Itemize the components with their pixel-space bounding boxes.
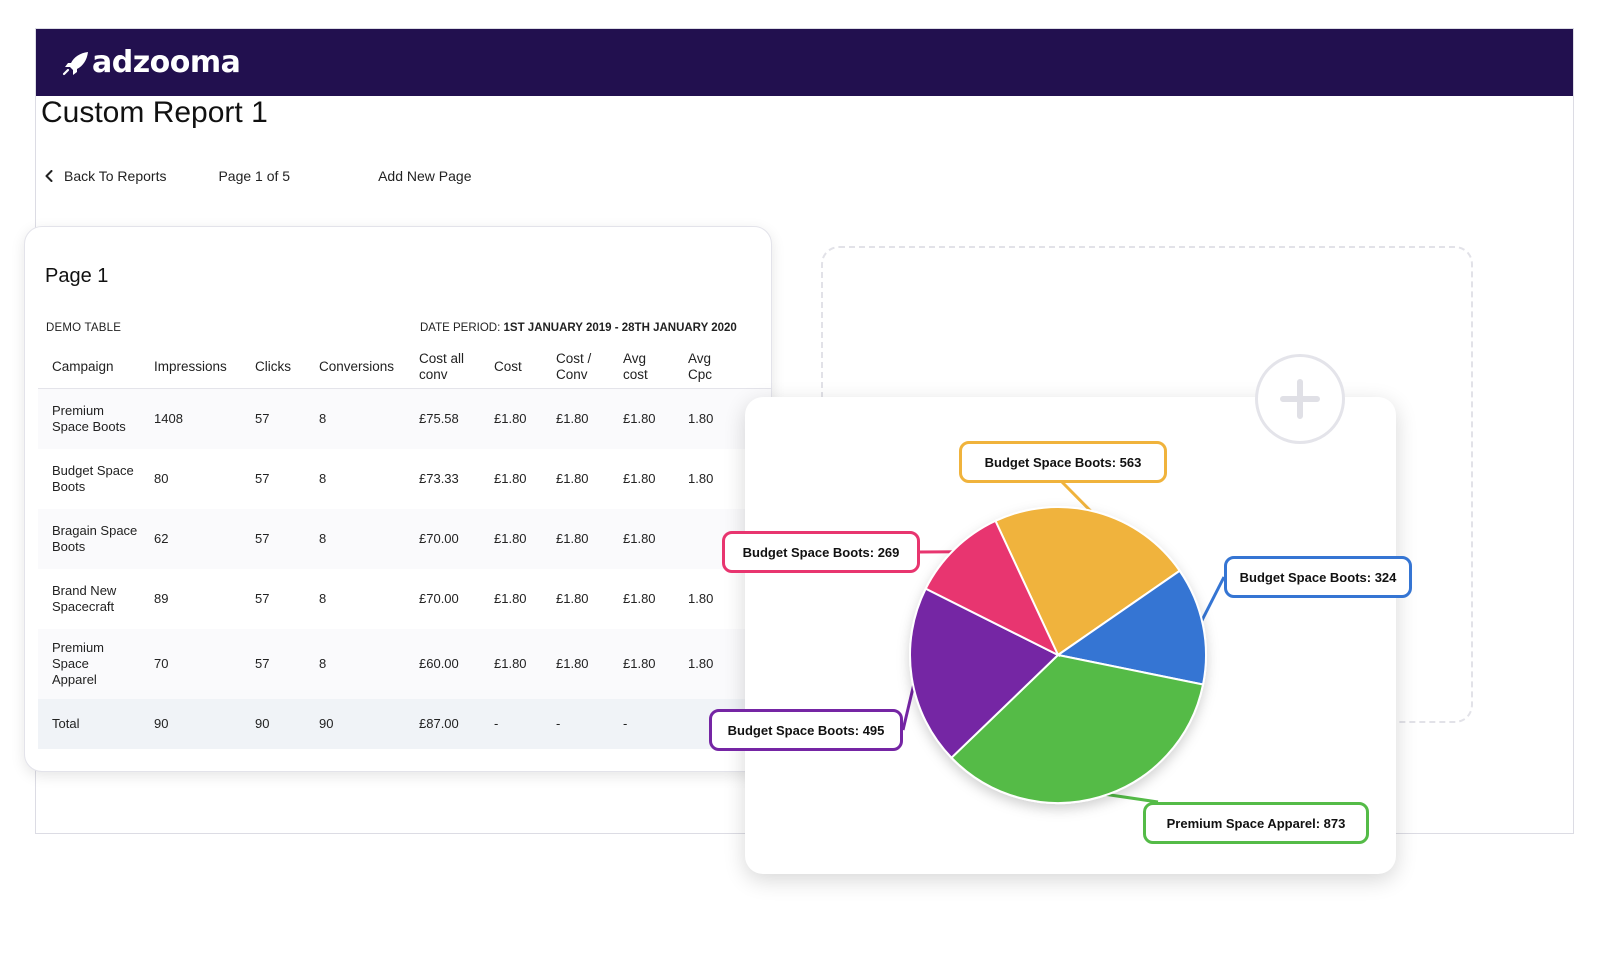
pie-slice[interactable] <box>924 519 1061 658</box>
column-header[interactable]: Cost all conv <box>419 350 465 382</box>
total-cost-all-conv: £87.00 <box>419 716 459 731</box>
table-label: DEMO TABLE <box>46 322 122 334</box>
table-row[interactable]: Premium Space Apparel 70 57 8 £60.00 £1.… <box>38 629 771 699</box>
add-new-page-link[interactable]: Add New Page <box>378 168 472 184</box>
impressions-cell: 62 <box>154 531 169 546</box>
date-period-label: DATE PERIOD: <box>420 322 501 334</box>
table-header-row: Campaign Impressions Clicks Conversions … <box>38 345 771 389</box>
campaign-cell: Budget Space Boots <box>52 463 134 494</box>
column-header[interactable]: Avg Cpc <box>688 350 713 382</box>
cost-cell: £1.80 <box>494 531 527 546</box>
column-header[interactable]: Avg cost <box>623 350 648 382</box>
table-row[interactable]: Budget Space Boots 80 57 8 £73.33 £1.80 … <box>38 449 771 509</box>
conversions-cell: 8 <box>319 471 327 486</box>
avg-cpc-cell: 1.80 <box>688 471 714 486</box>
campaign-cell: Premium Space Apparel <box>52 640 105 687</box>
total-label: Total <box>52 716 80 731</box>
table-row[interactable]: Brand New Spacecraft 89 57 8 £70.00 £1.8… <box>38 569 771 629</box>
impressions-cell: 89 <box>154 591 169 606</box>
clicks-cell: 57 <box>255 591 270 606</box>
avg-cost-cell: £1.80 <box>623 531 656 546</box>
cost-cell: £1.80 <box>494 591 527 606</box>
conversions-cell: 8 <box>319 531 327 546</box>
rocket-icon <box>62 51 88 75</box>
avg-cost-cell: £1.80 <box>623 591 656 606</box>
total-avg-cost: - <box>623 716 628 731</box>
impressions-cell: 70 <box>154 656 169 671</box>
cost-cell: £1.80 <box>494 411 527 426</box>
total-conversions: 90 <box>319 716 334 731</box>
chevron-left-icon <box>45 170 53 182</box>
clicks-cell: 57 <box>255 656 270 671</box>
pie-slice[interactable] <box>909 587 1060 760</box>
date-period-value: 1ST JANUARY 2019 - 28TH JANUARY 2020 <box>503 322 737 334</box>
cost-per-conv-cell: £1.80 <box>556 656 589 671</box>
brand-name: adzooma <box>92 45 241 80</box>
column-header[interactable]: Cost / Conv <box>556 350 592 382</box>
total-cost-per-conv: - <box>556 716 561 731</box>
avg-cost-cell: £1.80 <box>623 471 656 486</box>
column-header[interactable]: Campaign <box>52 358 114 374</box>
avg-cpc-cell: 1.80 <box>688 411 714 426</box>
pie-slice[interactable] <box>950 653 1205 804</box>
campaign-cell: Brand New Spacecraft <box>52 583 117 614</box>
back-to-reports-label: Back To Reports <box>64 168 167 184</box>
conversions-cell: 8 <box>319 411 327 426</box>
cost-cell: £1.80 <box>494 656 527 671</box>
cost-per-conv-cell: £1.80 <box>556 591 589 606</box>
table-row[interactable]: Bragain Space Boots 62 57 8 £70.00 £1.80… <box>38 509 771 569</box>
campaign-cell: Bragain Space Boots <box>52 523 138 554</box>
page-title: Custom Report 1 <box>41 96 268 129</box>
add-widget-button[interactable] <box>1255 354 1345 444</box>
date-period: DATE PERIOD: 1ST JANUARY 2019 - 28TH JAN… <box>420 322 737 334</box>
cost-per-conv-cell: £1.80 <box>556 531 589 546</box>
avg-cost-cell: £1.80 <box>623 656 656 671</box>
cost-all-conv-cell: £70.00 <box>419 591 459 606</box>
pie-slice-label: Budget Space Boots: 563 <box>959 441 1167 483</box>
column-header[interactable]: Clicks <box>255 358 291 374</box>
impressions-cell: 80 <box>154 471 169 486</box>
pie-slice-label: Premium Space Apparel: 873 <box>1143 802 1369 844</box>
avg-cpc-cell: 1.80 <box>688 591 714 606</box>
card-title: Page 1 <box>45 265 109 287</box>
plus-icon <box>1280 379 1320 419</box>
cost-per-conv-cell: £1.80 <box>556 411 589 426</box>
column-header[interactable]: Conversions <box>319 358 395 374</box>
conversions-cell: 8 <box>319 656 327 671</box>
top-bar: adzooma <box>36 29 1573 96</box>
table-row[interactable]: Premium Space Boots 1408 57 8 £75.58 £1.… <box>38 389 771 449</box>
column-header[interactable]: Impressions <box>154 358 227 374</box>
clicks-cell: 57 <box>255 531 270 546</box>
page-count: Page 1 of 5 <box>218 168 291 184</box>
total-impressions: 90 <box>154 716 169 731</box>
column-header[interactable]: Cost <box>494 358 522 374</box>
cost-all-conv-cell: £73.33 <box>419 471 459 486</box>
conversions-cell: 8 <box>319 591 327 606</box>
avg-cost-cell: £1.80 <box>623 411 656 426</box>
cost-all-conv-cell: £60.00 <box>419 656 459 671</box>
pie-slice-label: Budget Space Boots: 324 <box>1224 556 1412 598</box>
clicks-cell: 57 <box>255 411 270 426</box>
cost-all-conv-cell: £75.58 <box>419 411 459 426</box>
campaign-cell: Premium Space Boots <box>52 403 126 434</box>
avg-cpc-cell: 1.80 <box>688 656 714 671</box>
total-clicks: 90 <box>255 716 270 731</box>
table-total-row: Total 90 90 90 £87.00 - - - <box>38 699 771 749</box>
impressions-cell: 1408 <box>154 411 183 426</box>
report-subnav: Back To Reports Page 1 of 5 Add New Page <box>44 168 472 184</box>
cost-all-conv-cell: £70.00 <box>419 531 459 546</box>
brand-logo[interactable]: adzooma <box>62 45 241 80</box>
back-to-reports-link[interactable]: Back To Reports <box>44 168 166 184</box>
clicks-cell: 57 <box>255 471 270 486</box>
report-page-card: Page 1 DEMO TABLE DATE PERIOD: 1ST JANUA… <box>24 226 772 772</box>
cost-per-conv-cell: £1.80 <box>556 471 589 486</box>
pie-slice-label: Budget Space Boots: 269 <box>722 531 920 573</box>
pie-slice-label: Budget Space Boots: 495 <box>709 709 903 751</box>
campaign-table: Campaign Impressions Clicks Conversions … <box>38 345 771 749</box>
cost-cell: £1.80 <box>494 471 527 486</box>
total-cost: - <box>494 716 499 731</box>
pie-slice[interactable] <box>1055 569 1207 686</box>
